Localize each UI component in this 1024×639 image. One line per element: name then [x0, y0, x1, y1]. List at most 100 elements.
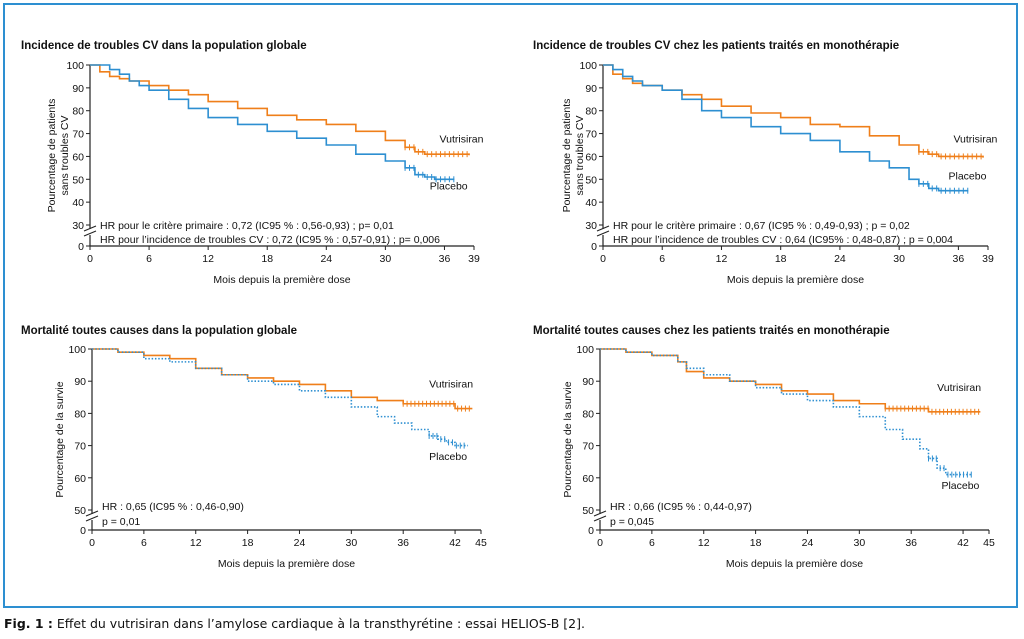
- x-tick-label: 18: [775, 253, 787, 265]
- annotation-text: p = 0,045: [610, 516, 654, 528]
- y-tick-label: 50: [585, 174, 597, 186]
- y-tick-label: 90: [74, 376, 86, 388]
- y-tick-label: 40: [72, 197, 84, 209]
- x-axis-label: Mois depuis la première dose: [727, 274, 864, 286]
- x-tick-label: 0: [600, 253, 606, 265]
- y-tick-label: 100: [576, 344, 594, 356]
- y-tick-label: 60: [74, 473, 86, 485]
- series-label: Placebo: [430, 181, 468, 193]
- y-tick-label: 80: [72, 106, 84, 118]
- annotation-text: p = 0,01: [102, 516, 140, 528]
- series-label: Placebo: [941, 480, 979, 492]
- caption-text: Effet du vutrisiran dans l’amylose cardi…: [52, 616, 585, 631]
- x-tick-label: 0: [597, 537, 603, 549]
- y-tick-label: 40: [585, 197, 597, 209]
- x-tick-label: 12: [190, 537, 202, 549]
- y-tick-label: 100: [68, 344, 86, 356]
- series-label: Placebo: [429, 451, 467, 463]
- x-tick-label: 42: [449, 537, 461, 549]
- series-label: Vutrisiran: [937, 382, 981, 394]
- y-tick-label: 90: [72, 83, 84, 95]
- x-tick-label: 39: [982, 253, 994, 265]
- x-tick-label: 36: [439, 253, 451, 265]
- x-tick-label: 0: [89, 537, 95, 549]
- y-tick-label: 50: [74, 505, 86, 517]
- series-label: Placebo: [949, 170, 987, 182]
- axis-break-mark: [85, 510, 99, 517]
- y-axis-label: Pourcentage de patients: [46, 99, 58, 213]
- x-tick-label: 42: [957, 537, 969, 549]
- series-line-placebo: [603, 64, 969, 192]
- y-tick-label: 70: [74, 441, 86, 453]
- chart-title: Mortalité toutes causes chez les patient…: [533, 325, 890, 337]
- axis-break-mark: [596, 225, 610, 232]
- y-tick-label: 90: [582, 376, 594, 388]
- x-tick-label: 39: [468, 253, 480, 265]
- x-tick-label: 18: [242, 537, 254, 549]
- x-tick-label: 45: [983, 537, 995, 549]
- figure-caption: Fig. 1 : Effet du vutrisiran dans l’amyl…: [4, 616, 585, 631]
- y-tick-label: 30: [72, 220, 84, 232]
- chart-panel-4: Mortalité toutes causes chez les patient…: [533, 325, 995, 570]
- y-tick-label: 60: [585, 151, 597, 163]
- chart-title: Incidence de troubles CV chez les patien…: [533, 40, 899, 52]
- annotation-text: HR pour l’incidence de troubles CV : 0,7…: [100, 234, 440, 246]
- y-axis-label: sans troubles CV: [574, 116, 586, 196]
- series-line-placebo: [600, 348, 972, 476]
- y-tick-label: 0: [591, 241, 597, 253]
- y-tick-label: 30: [585, 220, 597, 232]
- x-tick-label: 45: [475, 537, 487, 549]
- y-tick-label: 60: [72, 151, 84, 163]
- chart-panel-2: Incidence de troubles CV chez les patien…: [533, 40, 998, 286]
- axis-break-mark: [593, 510, 607, 517]
- x-tick-label: 30: [893, 253, 905, 265]
- x-tick-label: 24: [294, 537, 306, 549]
- y-tick-label: 70: [582, 441, 594, 453]
- annotation-text: HR pour le critère primaire : 0,67 (IC95…: [613, 220, 910, 232]
- y-tick-label: 80: [585, 106, 597, 118]
- annotation-text: HR pour le critère primaire : 0,72 (IC95…: [100, 220, 394, 232]
- x-tick-label: 24: [320, 253, 332, 265]
- y-tick-label: 50: [72, 174, 84, 186]
- annotation-text: HR pour l’incidence de troubles CV : 0,6…: [613, 234, 953, 246]
- y-axis-label: Pourcentage de la survie: [562, 381, 574, 497]
- x-tick-label: 12: [698, 537, 710, 549]
- series-label: Vutrisiran: [953, 134, 997, 146]
- x-tick-label: 18: [261, 253, 273, 265]
- x-axis-label: Mois depuis la première dose: [218, 558, 355, 570]
- x-tick-label: 30: [345, 537, 357, 549]
- y-axis-label: sans troubles CV: [59, 116, 71, 196]
- y-tick-label: 50: [582, 505, 594, 517]
- y-tick-label: 0: [80, 525, 86, 537]
- series-line-vutrisiran: [600, 348, 981, 413]
- x-tick-label: 36: [905, 537, 917, 549]
- y-tick-label: 70: [585, 129, 597, 141]
- series-line-placebo: [90, 64, 455, 181]
- annotation-text: HR : 0,66 (IC95 % : 0,44-0,97): [610, 501, 752, 513]
- x-tick-label: 24: [834, 253, 846, 265]
- y-tick-label: 90: [585, 83, 597, 95]
- x-tick-label: 0: [87, 253, 93, 265]
- y-tick-label: 70: [72, 129, 84, 141]
- series-label: Vutrisiran: [429, 379, 473, 391]
- chart-title: Incidence de troubles CV dans la populat…: [21, 40, 307, 52]
- figure-frame: Incidence de troubles CV dans la populat…: [3, 3, 1018, 608]
- axis-break-mark: [593, 515, 607, 522]
- x-tick-label: 30: [380, 253, 392, 265]
- x-tick-label: 6: [146, 253, 152, 265]
- caption-label: Fig. 1 :: [4, 616, 53, 631]
- chart-panel-1: Incidence de troubles CV dans la populat…: [21, 40, 484, 286]
- series-line-placebo: [92, 348, 469, 447]
- y-tick-label: 60: [582, 473, 594, 485]
- figure-panels: Incidence de troubles CV dans la populat…: [21, 40, 998, 570]
- series-label: Vutrisiran: [440, 134, 484, 146]
- axis-break-mark: [85, 515, 99, 522]
- axis-break-mark: [83, 225, 97, 232]
- x-tick-label: 36: [397, 537, 409, 549]
- x-axis-label: Mois depuis la première dose: [213, 274, 350, 286]
- x-tick-label: 30: [853, 537, 865, 549]
- x-tick-label: 24: [802, 537, 814, 549]
- chart-panel-3: Mortalité toutes causes dans la populati…: [21, 325, 487, 570]
- y-tick-label: 0: [588, 525, 594, 537]
- x-tick-label: 6: [659, 253, 665, 265]
